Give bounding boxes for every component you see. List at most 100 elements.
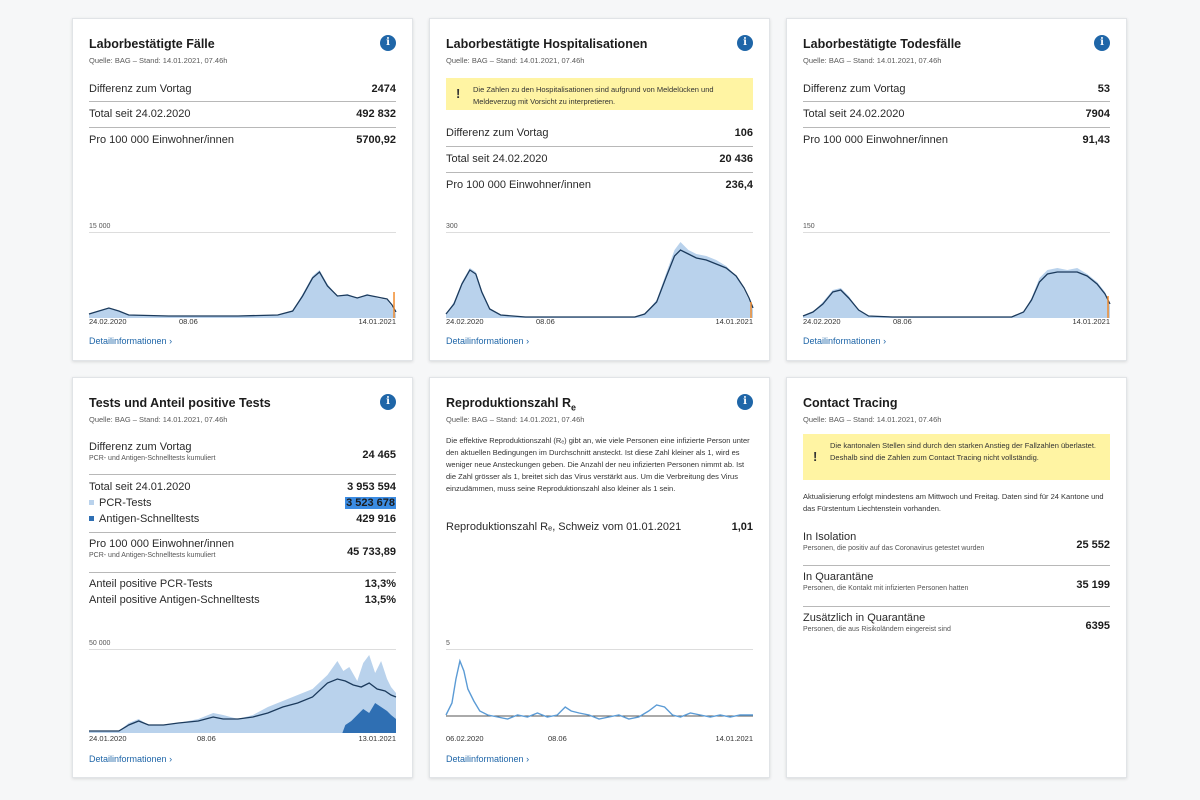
stat-label: Differenz zum Vortag [89, 83, 192, 95]
stat-row: Differenz zum Vortag 53 [803, 83, 1110, 95]
divider [803, 606, 1110, 607]
detail-link[interactable]: Detailinformationen › [446, 336, 529, 346]
card-title: Reproduktionszahl Re [446, 396, 576, 413]
card-cases: Laborbestätigte Fälle Quelle: BAG – Stan… [72, 18, 413, 361]
stat-value: 6395 [1085, 620, 1110, 632]
legend-swatch-pcr [89, 500, 94, 505]
divider [89, 474, 396, 475]
repro-chart [445, 649, 753, 733]
stat-row: Pro 100 000 Einwohner/innen 91,43 [803, 134, 1110, 146]
divider [803, 127, 1110, 128]
info-icon[interactable]: i [737, 394, 753, 410]
stat-row: Reproduktionszahl Rₑ, Schweiz vom 01.01.… [446, 521, 753, 533]
cases-area [89, 270, 396, 318]
stat-row: Pro 100 000 Einwohner/innen 236,4 [446, 179, 753, 191]
stat-row: In Quarantäne Personen, die Kontakt mit i… [803, 571, 1110, 592]
stat-row: Differenz zum Vortag PCR- und Antigen-Sch… [89, 441, 396, 462]
detail-link-label: Detailinformationen [446, 754, 524, 764]
cases-trend-line [88, 270, 397, 317]
card-title: Contact Tracing [803, 396, 898, 410]
x-label-mid: 08.06 [197, 734, 216, 743]
chart-ymax-label: 5 [446, 640, 450, 647]
chevron-right-icon: › [169, 754, 173, 764]
source-label: Quelle: BAG – Stand: 14.01.2021, 07.46h [89, 56, 228, 65]
x-label-start: 24.01.2020 [89, 734, 127, 743]
info-icon[interactable]: i [737, 35, 753, 51]
chevron-right-icon: › [526, 336, 530, 346]
divider [446, 172, 753, 173]
stat-row: Total seit 24.02.2020 7904 [803, 108, 1110, 120]
stat-label: In Quarantäne [803, 571, 874, 583]
card-reproduction: Reproduktionszahl Re Quelle: BAG – Stand… [429, 377, 770, 778]
stat-row: Total seit 24.02.2020 492 832 [89, 108, 396, 120]
stat-label: Pro 100 000 Einwohner/innen [446, 179, 591, 191]
deaths-chart-svg [802, 232, 1111, 318]
stat-label: Reproduktionszahl Rₑ, Schweiz vom 01.01.… [446, 521, 682, 533]
info-icon[interactable]: i [380, 394, 396, 410]
x-label-mid: 08.06 [536, 317, 555, 326]
warning-icon: ! [813, 449, 818, 464]
repro-chart-svg [445, 649, 753, 720]
cases-chart-svg [88, 232, 397, 318]
divider [446, 146, 753, 147]
legend-swatch-antigen [89, 516, 94, 521]
card-hospitalisations: Laborbestätigte Hospitalisationen Quelle… [429, 18, 770, 361]
source-label: Quelle: BAG – Stand: 14.01.2021, 07.46h [803, 56, 942, 65]
detail-link-label: Detailinformationen [803, 336, 881, 346]
warning-text: Die Zahlen zu den Hospitalisationen sind… [473, 85, 714, 106]
stat-value: 13,5% [364, 594, 396, 606]
detail-link[interactable]: Detailinformationen › [803, 336, 886, 346]
stat-label: Pro 100 000 Einwohner/innen [803, 134, 948, 146]
stat-label: Total seit 24.02.2020 [89, 108, 191, 120]
hosp-chart [445, 232, 754, 318]
divider [803, 565, 1110, 566]
divider [89, 572, 396, 573]
source-label: Quelle: BAG – Stand: 14.01.2021, 07.46h [446, 415, 585, 424]
warning-icon: ! [456, 86, 461, 101]
x-label-mid: 08.06 [548, 734, 567, 743]
tests-chart-svg [89, 649, 397, 733]
card-title: Laborbestätigte Todesfälle [803, 37, 962, 51]
x-label-end: 13.01.2021 [358, 734, 396, 743]
detail-link-label: Detailinformationen [446, 336, 524, 346]
stat-label: Total seit 24.02.2020 [446, 153, 548, 165]
stat-row-pcr: PCR-Tests 3 523 678 [89, 497, 396, 509]
stat-value: 2474 [371, 83, 396, 95]
stat-row: In Isolation Personen, die positiv auf da… [803, 531, 1110, 552]
detail-link[interactable]: Detailinformationen › [89, 754, 172, 764]
x-label-end: 14.01.2021 [358, 317, 396, 326]
stat-label: PCR-Tests [99, 497, 152, 509]
hosp-area [446, 242, 753, 318]
chevron-right-icon: › [169, 336, 173, 346]
chart-ymax-label: 150 [803, 223, 815, 230]
chart-ymax-label: 15 000 [89, 223, 111, 230]
info-icon[interactable]: i [380, 35, 396, 51]
stat-row: Total seit 24.01.2020 3 953 594 [89, 481, 396, 493]
detail-link[interactable]: Detailinformationen › [89, 336, 172, 346]
deaths-area [803, 268, 1110, 318]
stat-label: Pro 100 000 Einwohner/innen [89, 134, 234, 146]
warning-box: ! Die Zahlen zu den Hospitalisationen sin… [446, 78, 753, 110]
chevron-right-icon: › [526, 754, 530, 764]
card-title-subscript: e [571, 402, 577, 413]
repro-line [445, 658, 753, 720]
tests-chart [89, 649, 397, 733]
description-text: Die effektive Reproduktionszahl (Rₑ) gib… [446, 436, 750, 493]
stat-value: 1,01 [731, 521, 753, 533]
stat-value: 45 733,89 [347, 546, 396, 558]
detail-link[interactable]: Detailinformationen › [446, 754, 529, 764]
stat-row: Total seit 24.02.2020 20 436 [446, 153, 753, 165]
divider [89, 127, 396, 128]
x-label-mid: 08.06 [179, 317, 198, 326]
stat-label: Anteil positive Antigen-Schnelltests [89, 594, 260, 606]
stat-sub-label: PCR- und Antigen-Schnelltests kumuliert [89, 455, 216, 462]
hosp-chart-svg [445, 232, 754, 318]
update-note: Aktualisierung erfolgt mindestens am Mit… [803, 492, 1104, 513]
stat-label: Total seit 24.01.2020 [89, 481, 191, 493]
source-label: Quelle: BAG – Stand: 14.01.2021, 07.46h [446, 56, 585, 65]
x-label-start: 06.02.2020 [446, 734, 484, 743]
stat-value: 13,3% [364, 578, 396, 590]
info-icon[interactable]: i [1094, 35, 1110, 51]
stat-row: Anteil positive Antigen-Schnelltests 13,5… [89, 594, 396, 606]
hosp-trend-line [445, 249, 754, 318]
